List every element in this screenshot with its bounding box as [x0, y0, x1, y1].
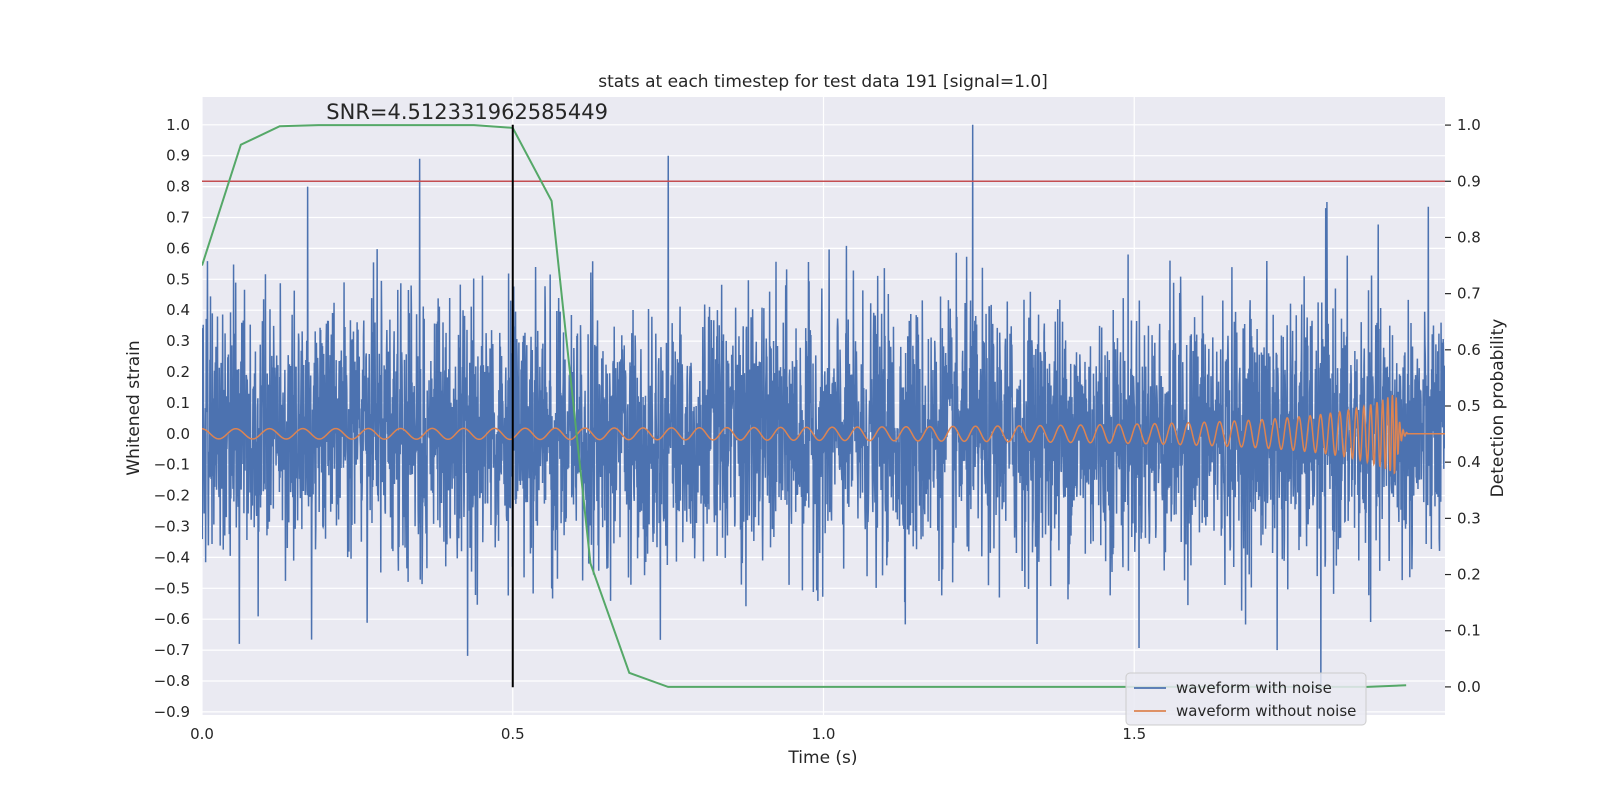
y2-tick-label: 0.8 — [1457, 228, 1481, 246]
y2-tick-label: 0.4 — [1457, 453, 1481, 471]
y2-axis-label: Detection probability — [1488, 319, 1508, 498]
y2-tick-label: 0.2 — [1457, 566, 1481, 584]
y-tick-label: −0.1 — [154, 456, 190, 474]
chart-title: stats at each timestep for test data 191… — [598, 72, 1048, 92]
y2-tick-label: 0.0 — [1457, 678, 1481, 696]
y-tick-label: 0.8 — [166, 178, 190, 196]
legend: waveform with noise waveform without nois… — [1125, 672, 1367, 726]
y-tick-label: 0.3 — [166, 332, 190, 350]
y-tick-label: −0.6 — [154, 610, 190, 628]
series-waveform-with-noise — [202, 124, 1445, 688]
y-tick-label: 0.0 — [166, 425, 190, 443]
y-axis-label: Whitened strain — [124, 340, 144, 475]
y-tick-label: −0.9 — [154, 703, 190, 721]
snr-annotation: SNR=4.512331962585449 — [326, 100, 608, 124]
y2-tick-label: 0.5 — [1457, 397, 1481, 415]
y-tick-label: −0.2 — [154, 487, 190, 505]
y-tick-label: 0.1 — [166, 394, 190, 412]
y-tick-label: 1.0 — [166, 116, 190, 134]
y-tick-label: −0.8 — [154, 672, 190, 690]
y-tick-label: 0.4 — [166, 301, 190, 319]
x-axis-label: Time (s) — [787, 748, 857, 768]
y-tick-label: 0.6 — [166, 239, 190, 257]
x-tick-label: 1.5 — [1122, 725, 1146, 743]
x-tick-label: 0.0 — [190, 725, 214, 743]
y-tick-label: 0.5 — [166, 270, 190, 288]
x-tick-label: 0.5 — [501, 725, 525, 743]
legend-entry: waveform with noise — [1176, 679, 1332, 697]
y2-tick-label: 0.6 — [1457, 341, 1481, 359]
y2-tick-label: 1.0 — [1457, 116, 1481, 134]
y2-tick-label: 0.1 — [1457, 622, 1481, 640]
y-tick-label: 0.9 — [166, 147, 190, 165]
y-tick-label: 0.2 — [166, 363, 190, 381]
y2-tick-label: 0.7 — [1457, 285, 1481, 303]
y-tick-label: −0.3 — [154, 518, 190, 536]
x-tick-label: 1.0 — [812, 725, 836, 743]
legend-box — [1125, 672, 1367, 726]
y-tick-label: −0.4 — [154, 548, 190, 566]
legend-entry: waveform without noise — [1176, 702, 1356, 720]
y-tick-label: −0.7 — [154, 641, 190, 659]
y-tick-label: −0.5 — [154, 579, 190, 597]
y-tick-label: 0.7 — [166, 209, 190, 227]
y2-tick-label: 0.9 — [1457, 172, 1481, 190]
y2-tick-label: 0.3 — [1457, 509, 1481, 527]
series-waveform-without-noise — [202, 394, 1445, 475]
